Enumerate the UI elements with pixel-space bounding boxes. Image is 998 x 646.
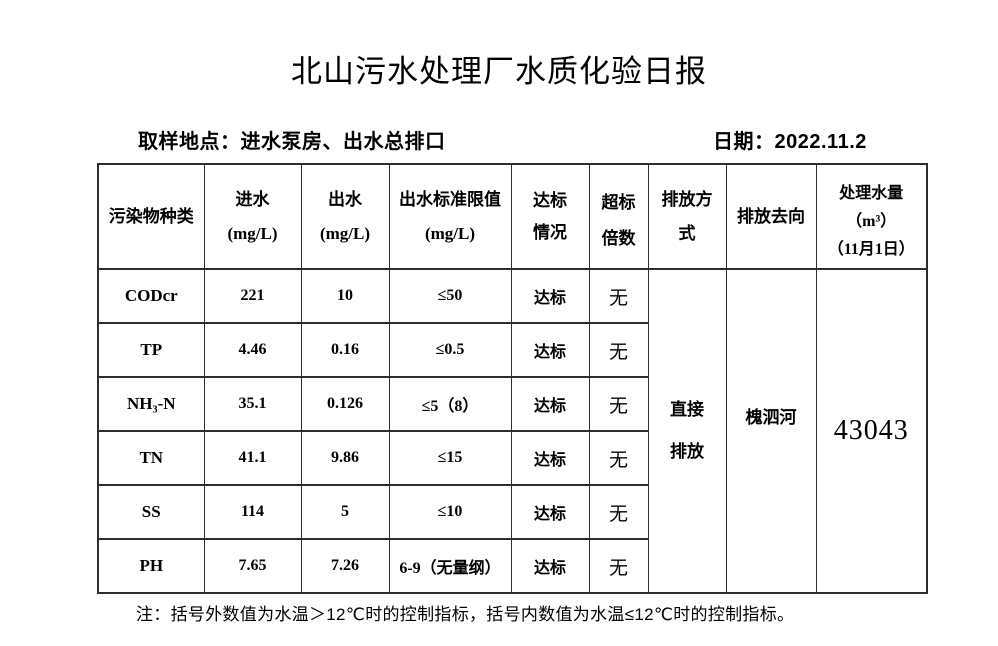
report-title: 北山污水处理厂水质化验日报	[291, 54, 707, 89]
table-row-ph: PH 7.65 7.26 6-9（无量纲） 达标 无	[97, 538, 927, 593]
col-header-status-label: 达标 情况	[533, 190, 567, 242]
col-header-treated-volume-label: 处理水量 （m³） （11月1日）	[827, 184, 915, 258]
effluent-cell: 0.16	[300, 322, 389, 377]
influent-cell: 4.46	[203, 322, 301, 377]
influent-cell: 221	[203, 268, 301, 323]
status-cell: 达标	[510, 376, 589, 431]
effluent-cell: 5	[300, 484, 389, 539]
col-header-influent-label: 进水 (mg/L)	[227, 189, 278, 243]
footnote: 注：括号外数值为水温＞12℃时的控制指标，括号内数值为水温≤12℃时的控制指标。	[136, 605, 795, 624]
exceed-cell: 无	[588, 268, 648, 323]
limit-cell: ≤5（8）	[388, 376, 511, 431]
discharge-destination-value: 槐泗河	[745, 407, 797, 427]
influent-cell: 41.1	[203, 430, 301, 485]
col-header-treated-volume: 处理水量 （m³） （11月1日）	[815, 163, 927, 269]
pollutant-cell: NH₃-N	[97, 376, 204, 431]
treated-volume-value: 43043	[833, 415, 909, 446]
col-header-limit: 出水标准限值 (mg/L)	[388, 163, 511, 269]
col-header-discharge-method-label: 排放方 式	[661, 189, 713, 243]
col-header-exceed: 超标 倍数	[588, 163, 648, 269]
report-date: 日期：2022.11.2	[713, 131, 867, 153]
influent-cell: 114	[203, 484, 301, 539]
col-header-effluent-label: 出水 (mg/L)	[319, 189, 371, 243]
pollutant-cell: CODcr	[97, 268, 204, 323]
limit-cell: ≤0.5	[388, 322, 511, 377]
effluent-cell: 7.26	[300, 538, 389, 593]
col-header-pollutant-label: 污染物种类	[108, 206, 194, 226]
col-header-influent: 进水 (mg/L)	[203, 163, 301, 269]
sampling-location: 取样地点：进水泵房、出水总排口	[138, 131, 446, 153]
influent-cell: 35.1	[203, 376, 301, 431]
discharge-destination-cell: 槐泗河	[725, 268, 816, 593]
limit-cell: 6-9（无量纲）	[388, 538, 511, 593]
pollutant-cell: TP	[97, 322, 204, 377]
col-header-limit-label: 出水标准限值 (mg/L)	[399, 189, 501, 243]
exceed-cell: 无	[588, 322, 648, 377]
table-row-nh3n: NH₃-N 35.1 0.126 ≤5（8） 达标 无	[97, 376, 927, 431]
pollutant-cell: TN	[97, 430, 204, 485]
col-header-discharge-destination: 排放去向	[725, 163, 816, 269]
status-cell: 达标	[510, 484, 589, 539]
col-header-pollutant: 污染物种类	[97, 163, 204, 269]
header-row: 污染物种类 进水 (mg/L) 出水 (mg/L) 出水标准限值 (mg/L) …	[97, 163, 927, 269]
status-cell: 达标	[510, 430, 589, 485]
table-row-ss: SS 114 5 ≤10 达标 无	[97, 484, 927, 539]
limit-cell: ≤15	[388, 430, 511, 485]
exceed-cell: 无	[588, 484, 648, 539]
exceed-cell: 无	[588, 376, 648, 431]
exceed-cell: 无	[588, 538, 648, 593]
table-row-tn: TN 41.1 9.86 ≤15 达标 无	[97, 430, 927, 485]
effluent-cell: 9.86	[300, 430, 389, 485]
col-header-effluent: 出水 (mg/L)	[300, 163, 389, 269]
water-quality-table: 污染物种类 进水 (mg/L) 出水 (mg/L) 出水标准限值 (mg/L) …	[97, 163, 928, 594]
pollutant-cell: PH	[97, 538, 204, 593]
status-cell: 达标	[510, 268, 589, 323]
col-header-status: 达标 情况	[510, 163, 589, 269]
col-header-exceed-label: 超标 倍数	[601, 192, 636, 248]
table-row-codcr: CODcr 221 10 ≤50 达标 无 直接 排放 槐泗河 43043	[97, 268, 927, 593]
col-header-discharge-destination-label: 排放去向	[737, 206, 805, 226]
treated-volume-cell: 43043	[815, 268, 927, 593]
discharge-method-value: 直接 排放	[670, 400, 704, 461]
limit-cell: ≤50	[388, 268, 511, 323]
status-cell: 达标	[510, 322, 589, 377]
exceed-cell: 无	[588, 430, 648, 485]
discharge-method-cell: 直接 排放	[647, 268, 726, 593]
status-cell: 达标	[510, 538, 589, 593]
influent-cell: 7.65	[203, 538, 301, 593]
effluent-cell: 10	[300, 268, 389, 323]
pollutant-cell: SS	[97, 484, 204, 539]
col-header-discharge-method: 排放方 式	[647, 163, 726, 269]
limit-cell: ≤10	[388, 484, 511, 539]
effluent-cell: 0.126	[300, 376, 389, 431]
table-row-tp: TP 4.46 0.16 ≤0.5 达标 无	[97, 322, 927, 377]
